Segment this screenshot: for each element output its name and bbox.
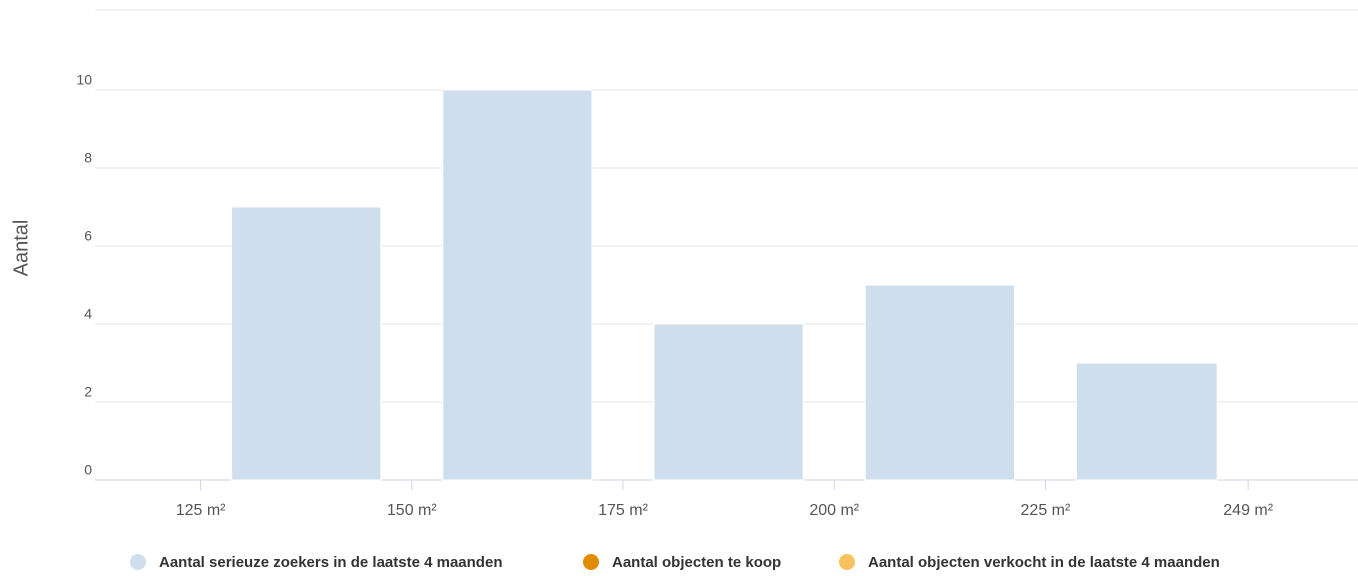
y-tick-label: 8 [84,150,92,166]
y-tick-label: 0 [84,462,92,478]
x-tick-label: 249 m² [1223,502,1273,519]
legend-marker[interactable] [130,554,146,570]
y-tick-label: 2 [84,384,92,400]
y-tick-label: 10 [76,72,92,88]
x-tick-label: 225 m² [1021,502,1071,519]
legend-marker[interactable] [583,554,599,570]
x-tick-label: 175 m² [598,502,648,519]
legend-label[interactable]: Aantal objecten verkocht in de laatste 4… [868,554,1220,571]
bar [1075,362,1218,481]
legend-label[interactable]: Aantal serieuze zoekers in de laatste 4 … [159,554,502,571]
legend-label[interactable]: Aantal objecten te koop [612,554,781,571]
legend-marker[interactable] [839,554,855,570]
x-tick-label: 200 m² [809,502,859,519]
bar [653,323,804,481]
bar [442,89,593,481]
y-tick-label: 6 [84,228,92,244]
x-tick-label: 125 m² [176,502,226,519]
bar [231,206,382,481]
y-axis-label: Aantal [10,220,32,277]
bar [864,284,1015,481]
x-tick-label: 150 m² [387,502,437,519]
y-tick-label: 4 [84,306,92,322]
